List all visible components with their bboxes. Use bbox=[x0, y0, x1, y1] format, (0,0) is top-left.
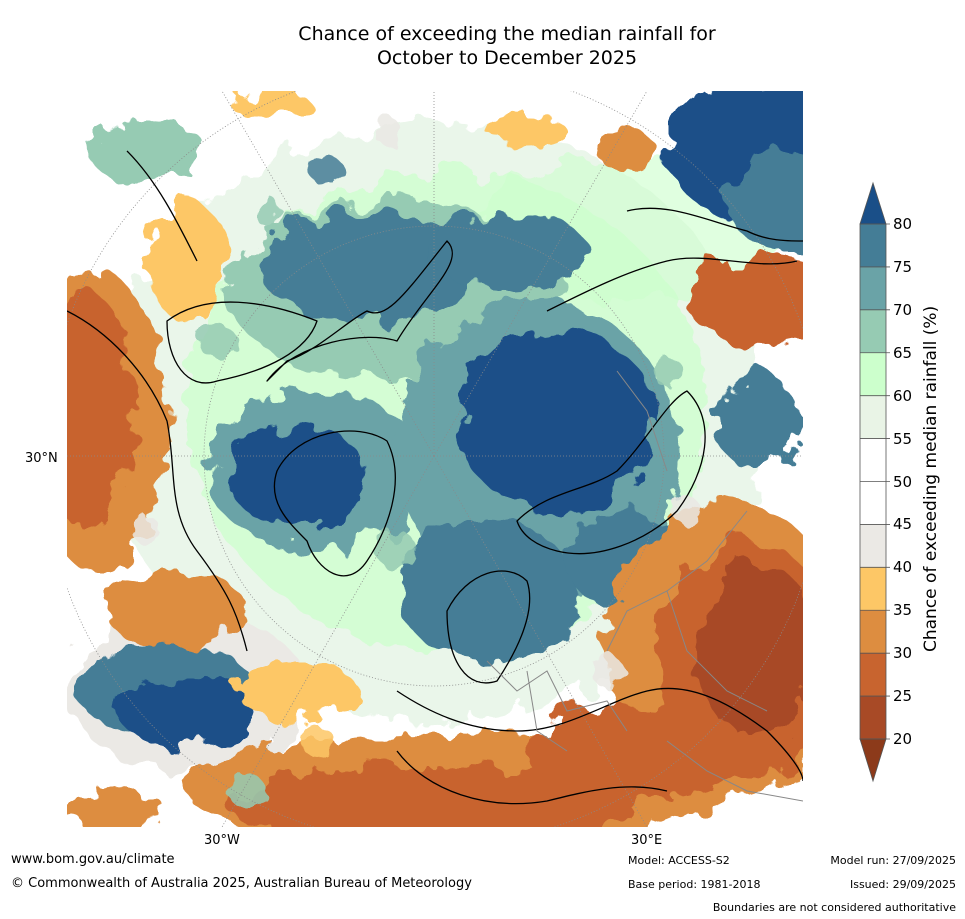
country-boundaries bbox=[486, 370, 803, 802]
model-name: Model: ACCESS-S2 bbox=[628, 854, 730, 867]
colorbar-tick-label: 40 bbox=[893, 558, 913, 577]
colorbar-band bbox=[860, 395, 886, 439]
colorbar-band bbox=[860, 266, 886, 310]
colorbar-tick-label: 35 bbox=[893, 601, 913, 620]
colorbar-band bbox=[860, 224, 886, 267]
model-run-date: Model run: 27/09/2025 bbox=[830, 854, 956, 867]
colorbar-band bbox=[860, 696, 886, 739]
colorbar-tick-label: 70 bbox=[893, 300, 913, 319]
colorbar-tick-label: 20 bbox=[893, 730, 913, 748]
colorbar-tick-label: 75 bbox=[893, 257, 913, 276]
colorbar-label: Chance of exceeding median rainfall (%) bbox=[921, 305, 941, 652]
colorbar-tick-label: 60 bbox=[893, 386, 913, 405]
base-period: Base period: 1981-2018 bbox=[628, 878, 761, 891]
colorbar-bands bbox=[860, 224, 886, 739]
title-line-2: October to December 2025 bbox=[376, 47, 638, 69]
colorbar-band bbox=[860, 438, 886, 482]
website-link[interactable]: www.bom.gov.au/climate bbox=[11, 852, 175, 867]
copyright-text: © Commonwealth of Australia 2025, Austra… bbox=[11, 876, 472, 891]
colorbar-tick-label: 30 bbox=[893, 644, 913, 663]
colorbar-tick-label: 55 bbox=[893, 429, 913, 448]
colorbar-band bbox=[860, 567, 886, 611]
rainfall-probability-map bbox=[67, 91, 803, 827]
colorbar-band bbox=[860, 653, 886, 697]
colorbar-low-extension bbox=[859, 738, 887, 783]
lon-label-30w: 30°W bbox=[204, 833, 240, 848]
map-svg bbox=[67, 91, 803, 827]
lat-label-30n: 30°N bbox=[25, 451, 58, 466]
issued-date: Issued: 29/09/2025 bbox=[849, 878, 956, 891]
colorbar-high-extension bbox=[859, 181, 887, 225]
colorbar-tick-label: 65 bbox=[893, 343, 913, 362]
colorbar-tick-label: 25 bbox=[893, 687, 913, 706]
colorbar-band bbox=[860, 610, 886, 654]
colorbar-tick-label: 80 bbox=[893, 215, 913, 233]
lon-label-30e: 30°E bbox=[631, 833, 663, 848]
title-line-1: Chance of exceeding the median rainfall … bbox=[298, 23, 716, 45]
graticule bbox=[67, 91, 803, 827]
colorbar-tick-label: 45 bbox=[893, 515, 913, 534]
colorbar-tick-label: 50 bbox=[893, 472, 913, 491]
colorbar-band bbox=[860, 524, 886, 568]
boundaries-disclaimer: Boundaries are not considered authoritat… bbox=[712, 901, 956, 914]
colorbar-band bbox=[860, 309, 886, 353]
speckle-overlay bbox=[133, 117, 701, 809]
colorbar-band bbox=[860, 481, 886, 525]
colorbar-band bbox=[860, 352, 886, 396]
colorbar-frame bbox=[859, 223, 887, 740]
coastlines bbox=[67, 150, 803, 805]
colorbar-tick-marks bbox=[860, 223, 890, 740]
map-title: Chance of exceeding the median rainfall … bbox=[0, 22, 965, 70]
